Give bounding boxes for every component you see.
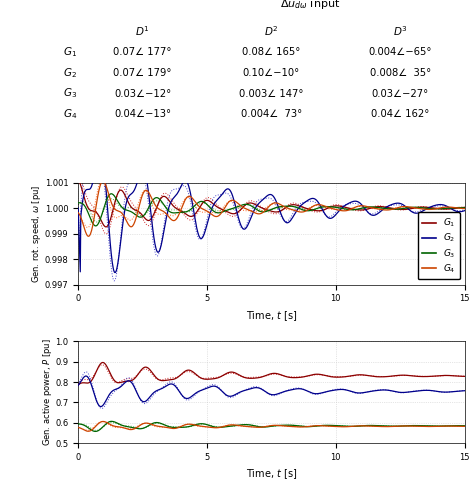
X-axis label: Time, $t$ [s]: Time, $t$ [s] [246, 468, 297, 481]
Y-axis label: Gen. rot. speed, $\omega$ [pu]: Gen. rot. speed, $\omega$ [pu] [30, 185, 43, 283]
X-axis label: Time, $t$ [s]: Time, $t$ [s] [246, 309, 297, 322]
Y-axis label: Gen. active power, $P$ [pu]: Gen. active power, $P$ [pu] [41, 338, 54, 446]
Text: $\Delta u_{d\omega}$ input: $\Delta u_{d\omega}$ input [280, 0, 340, 11]
Legend: $G_1$, $G_2$, $G_3$, $G_4$: $G_1$, $G_2$, $G_3$, $G_4$ [418, 212, 460, 280]
